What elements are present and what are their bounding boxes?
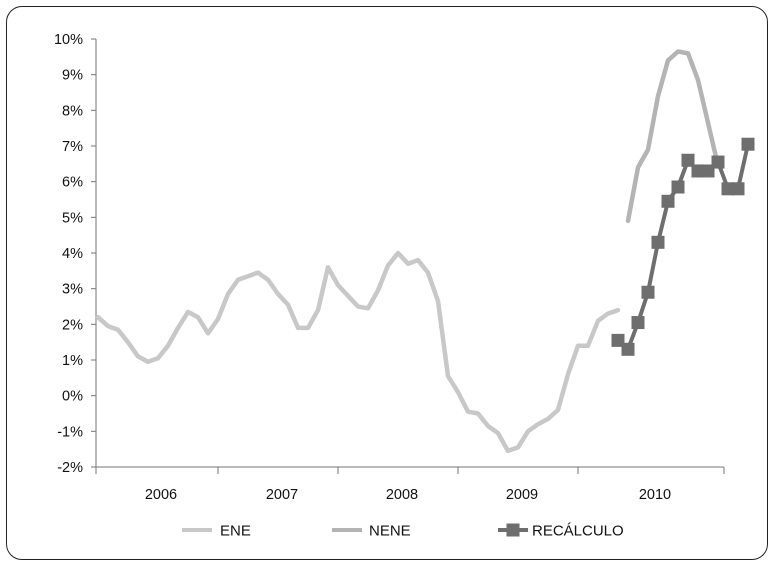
y-tick-label: 4%	[62, 246, 83, 262]
chart-frame	[6, 6, 768, 560]
y-tick-label: -2%	[57, 460, 83, 476]
series-line-1	[625, 49, 721, 224]
series-point	[611, 333, 625, 347]
series-point	[661, 194, 675, 208]
series-point	[731, 182, 745, 196]
series-point	[681, 153, 695, 167]
y-tick-label: 10%	[54, 32, 83, 48]
series-point	[621, 342, 635, 356]
y-tick-label: -1%	[57, 424, 83, 440]
series-point	[721, 182, 735, 196]
y-tick-label: 0%	[62, 389, 83, 405]
y-tick-label: 3%	[62, 282, 83, 298]
series-point	[741, 137, 755, 151]
x-tick-label: 2008	[386, 487, 418, 503]
legend-label-2: RECÁLCULO	[532, 523, 624, 540]
y-tick-label: 8%	[62, 103, 83, 119]
legend-label-0: ENE	[220, 523, 251, 540]
x-tick-label: 2007	[266, 487, 298, 503]
series-point	[711, 155, 725, 169]
y-tick-label: 6%	[62, 175, 83, 191]
series-point	[641, 285, 655, 299]
y-tick-label: 9%	[62, 68, 83, 84]
legend-label-1: NENE	[369, 523, 411, 540]
series-point	[671, 180, 685, 194]
series-point	[691, 164, 705, 178]
y-tick-label: 2%	[62, 317, 83, 333]
x-tick-label: 2010	[639, 487, 671, 503]
series-line-0	[95, 250, 621, 454]
legend-marker	[506, 523, 520, 537]
y-tick-label: 7%	[62, 139, 83, 155]
series-point	[631, 316, 645, 330]
series-point	[701, 164, 715, 178]
y-tick-label: 1%	[62, 353, 83, 369]
x-tick-label: 2006	[145, 487, 177, 503]
x-tick-label: 2009	[506, 487, 538, 503]
series-point	[651, 235, 665, 249]
y-tick-label: 5%	[62, 210, 83, 226]
